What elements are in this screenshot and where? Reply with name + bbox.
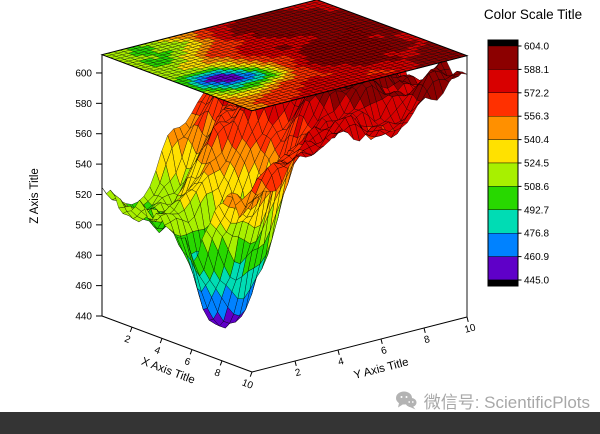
x-tick <box>219 360 223 366</box>
watermark: 微信号: ScientificPlots <box>395 389 590 412</box>
x-tick-label: 10 <box>240 378 255 392</box>
colorbar-tick-label: 604.0 <box>524 42 549 53</box>
x-tick-label: 2 <box>123 334 132 346</box>
colorbar-segment <box>487 232 519 257</box>
y-tick <box>294 360 297 366</box>
z-tick-label: 520 <box>75 190 92 201</box>
colorbar-above-cap <box>487 39 519 47</box>
top-projection-layer <box>100 0 469 112</box>
y-axis-line <box>251 316 468 373</box>
colorbar-segment <box>487 45 519 70</box>
y-tick-label: 10 <box>463 322 477 336</box>
colorbar-title: Color Scale Title <box>484 7 582 22</box>
watermark-text: 微信号: ScientificPlots <box>423 392 590 412</box>
y-tick-label: 4 <box>337 356 346 368</box>
x-tick <box>189 349 193 355</box>
x-tick <box>129 327 133 333</box>
x-axis-line <box>101 315 253 373</box>
top-plane-border <box>100 0 469 112</box>
colorbar-tick-label: 492.7 <box>524 205 549 216</box>
z-tick-label: 600 <box>75 68 92 79</box>
z-tick-label: 500 <box>75 220 92 231</box>
wechat-icon <box>395 391 417 410</box>
z-tick-label: 580 <box>75 99 92 110</box>
colorbar-below-cap <box>487 279 519 287</box>
z-tick-label: 560 <box>75 129 92 140</box>
y-tick <box>466 316 469 322</box>
colorbar-tick-label: 588.1 <box>524 65 549 76</box>
y-axis-title: Y Axis Title <box>353 356 410 382</box>
z-tick-label: 440 <box>75 312 92 323</box>
colorbar-segment <box>487 256 519 281</box>
color-scale: 604.0 588.1 572.2 556.3 540.4 524.5 508.6 492.7… <box>487 39 549 287</box>
x-tick-label: 6 <box>183 356 192 368</box>
colorbar-tick-label: 445.0 <box>524 276 549 287</box>
axes: 440 460 480 500 520 540 560 580 600 2 4 6 8 10 2 4 6 8 10 <box>75 54 477 392</box>
z-tick-label: 540 <box>75 160 92 171</box>
x-tick <box>159 338 163 344</box>
y-tick-label: 2 <box>294 367 303 379</box>
chart-generated-layers: 440 460 480 500 520 540 560 580 600 2 4 6 8 10 2 4 6 8 10 6… <box>75 0 549 392</box>
colorbar-segment <box>487 209 519 234</box>
colorbar-segment <box>487 115 519 140</box>
colorbar-segment <box>487 162 519 187</box>
colorbar-segment <box>487 186 519 210</box>
colorbar-tick-label: 508.6 <box>524 182 549 193</box>
colorbar-tick-label: 540.4 <box>524 135 549 146</box>
colorbar-segment <box>487 139 519 164</box>
surface-cell <box>247 194 259 205</box>
x-tick-label: 8 <box>213 367 222 379</box>
z-axis-title: Z Axis Title <box>29 168 41 224</box>
colorbar-segment <box>487 69 519 94</box>
y-tick <box>380 338 383 344</box>
colorbar-segment <box>487 92 519 117</box>
x-tick-label: 4 <box>153 345 162 357</box>
z-tick-label: 480 <box>75 251 92 262</box>
y-tick-label: 6 <box>380 345 389 357</box>
footer-bar <box>0 412 600 434</box>
surface-cell <box>114 194 125 209</box>
x-tick <box>249 371 253 377</box>
colorbar-tick-label: 460.9 <box>524 252 549 263</box>
y-tick-label: 8 <box>423 334 432 346</box>
colorbar-tick-label: 572.2 <box>524 88 549 99</box>
colorbar-tick-label: 556.3 <box>524 112 549 123</box>
colorbar-tick-label: 524.5 <box>524 159 549 170</box>
colorbar-tick-label: 476.8 <box>524 229 549 240</box>
y-tick <box>423 327 426 333</box>
z-tick-label: 460 <box>75 281 92 292</box>
y-tick <box>337 349 340 355</box>
